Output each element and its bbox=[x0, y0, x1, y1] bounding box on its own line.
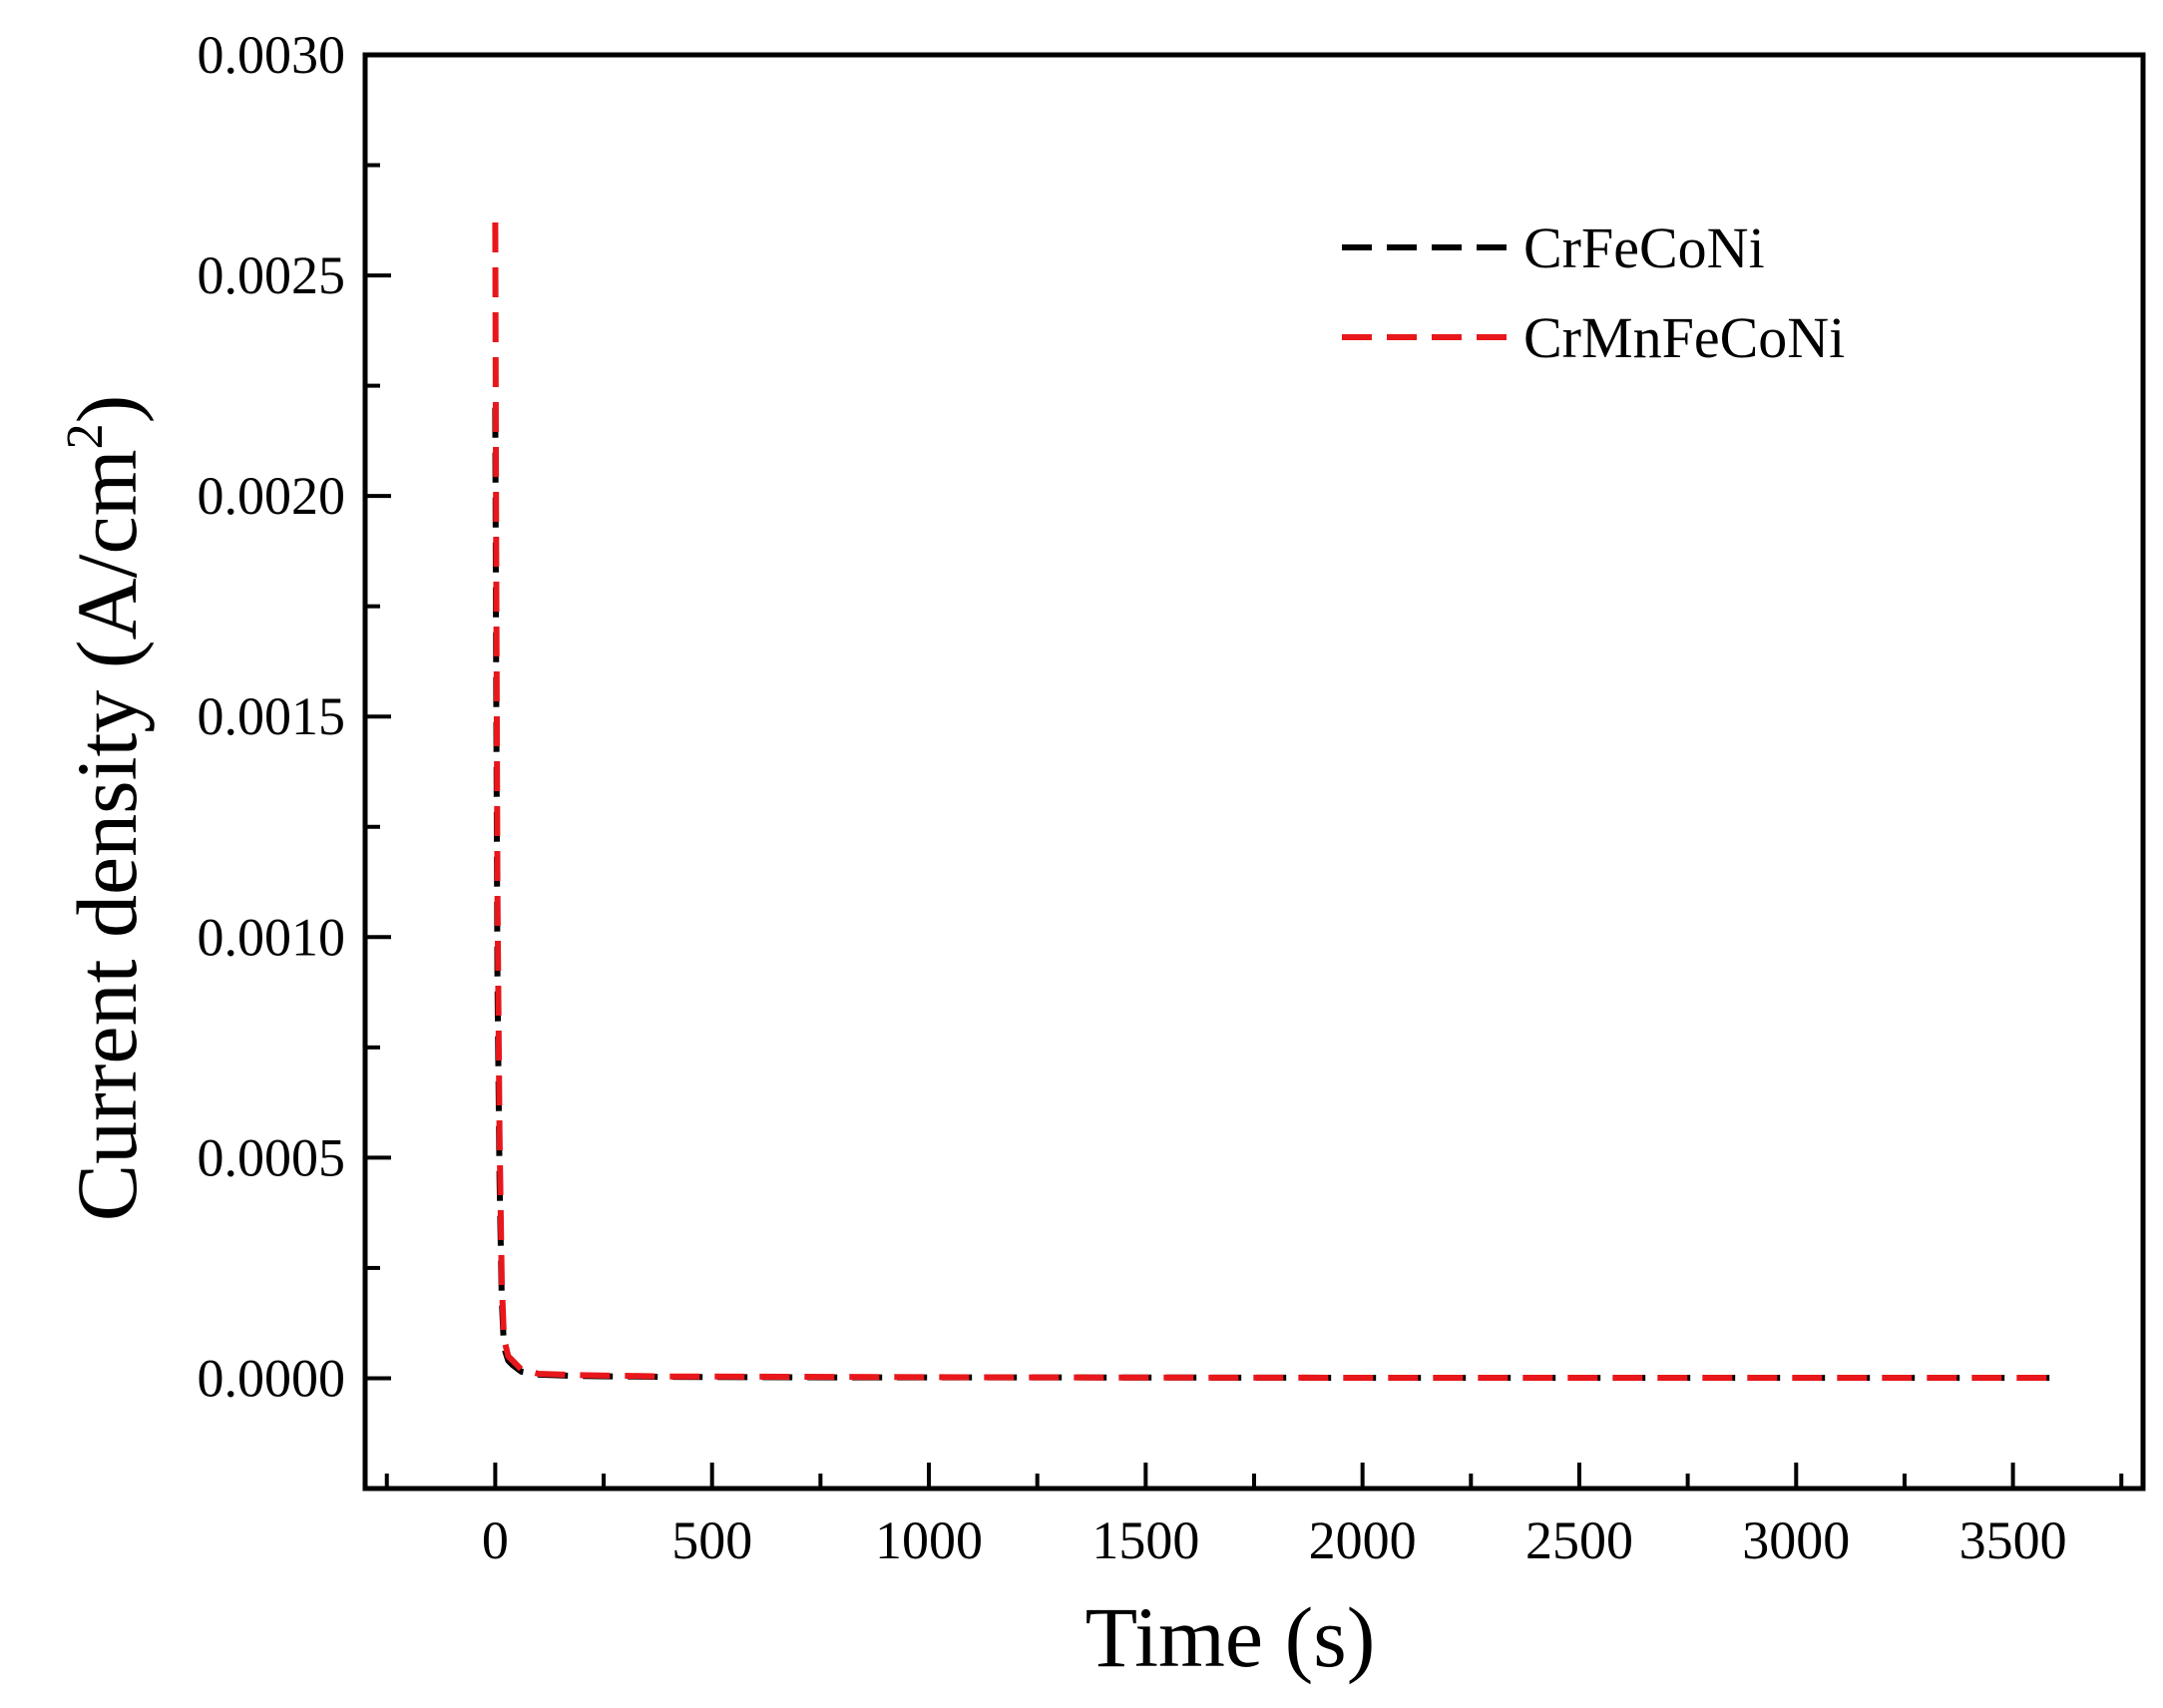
y-tick-label: 0.0030 bbox=[198, 25, 346, 85]
series-layer bbox=[492, 221, 2057, 1381]
y-tick-label: 0.0005 bbox=[198, 1127, 346, 1187]
x-axis-title: Time (s) bbox=[1085, 1589, 1376, 1685]
legend: CrFeCoNi CrMnFeCoNi bbox=[1342, 215, 1845, 370]
x-tick-labels: 0 500 1000 1500 2000 2500 3000 3500 bbox=[482, 1510, 2067, 1570]
y-tick-label: 0.0020 bbox=[198, 466, 346, 526]
series-line-crmnfeconi bbox=[492, 221, 2057, 1381]
y-tick-labels: 0.0000 0.0005 0.0010 0.0015 0.0020 0.0025 0.00… bbox=[198, 25, 346, 1408]
plot-frame bbox=[362, 52, 2146, 1492]
x-tick-label: 2500 bbox=[1525, 1510, 1633, 1570]
x-tick-label: 500 bbox=[671, 1510, 752, 1570]
y-axis-title-close: ) bbox=[59, 395, 155, 424]
y-axis-title: Current density (A/cm2) bbox=[57, 395, 155, 1221]
y-tick-label: 0.0000 bbox=[198, 1348, 346, 1408]
y-tick-label: 0.0010 bbox=[198, 907, 346, 967]
x-tick-label: 1500 bbox=[1091, 1510, 1199, 1570]
x-tick-label: 3000 bbox=[1742, 1510, 1850, 1570]
legend-label-crfeconi: CrFeCoNi bbox=[1523, 215, 1765, 280]
y-axis-title-main: Current density (A/cm bbox=[59, 449, 155, 1221]
x-tick-label: 2000 bbox=[1309, 1510, 1417, 1570]
x-tick-label: 3500 bbox=[1959, 1510, 2067, 1570]
x-tick-label: 0 bbox=[482, 1510, 509, 1570]
y-tick-label: 0.0015 bbox=[198, 686, 346, 746]
legend-label-crmnfeconi: CrMnFeCoNi bbox=[1523, 305, 1845, 370]
x-tick-label: 1000 bbox=[875, 1510, 983, 1570]
y-tick-label: 0.0025 bbox=[198, 245, 346, 305]
y-axis-title-superscript: 2 bbox=[57, 423, 114, 449]
